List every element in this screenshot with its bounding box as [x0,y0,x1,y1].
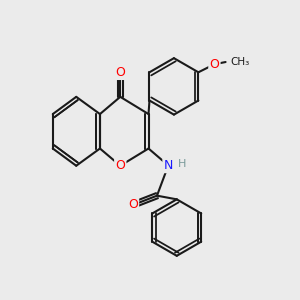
Text: N: N [164,159,173,172]
Text: O: O [115,159,125,172]
Text: O: O [209,58,219,71]
Text: O: O [115,66,125,79]
Text: H: H [178,159,186,169]
Text: CH₃: CH₃ [230,57,249,67]
Text: O: O [128,199,138,212]
